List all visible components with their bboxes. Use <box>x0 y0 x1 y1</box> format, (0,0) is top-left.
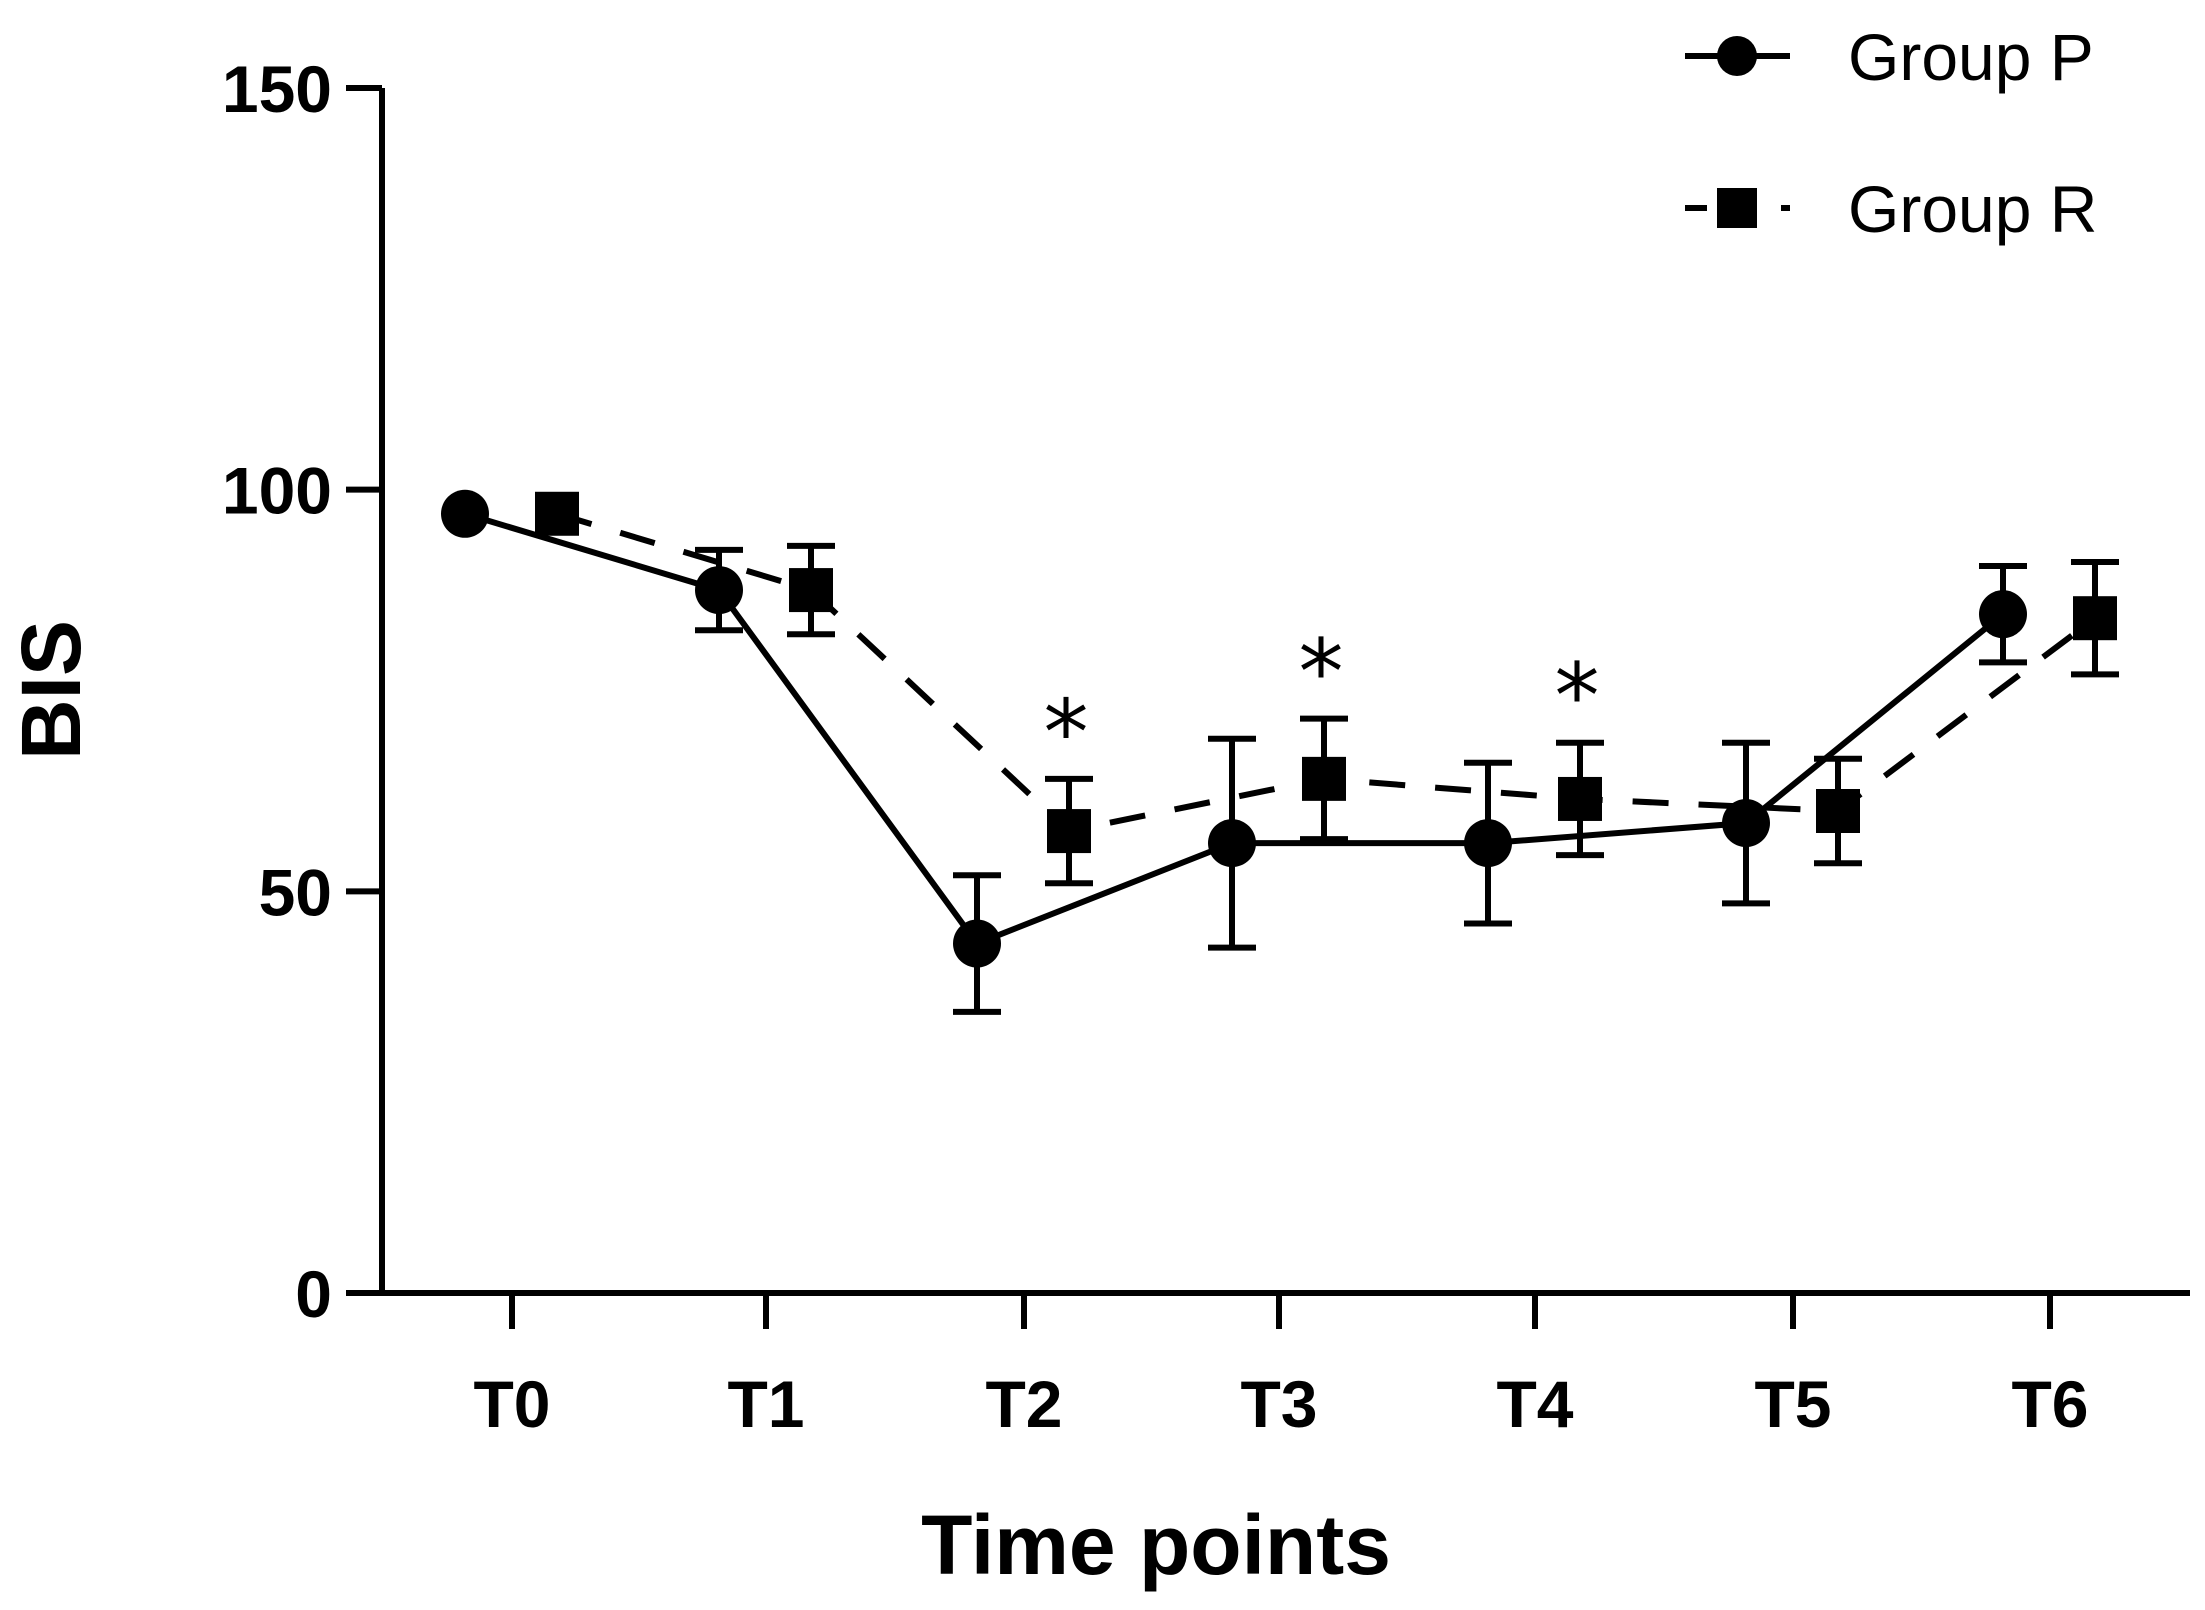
x-tick-label: T5 <box>1754 1367 1831 1441</box>
x-tick-label: T0 <box>473 1367 550 1441</box>
data-point <box>1464 819 1512 868</box>
series-group-r <box>535 491 2119 887</box>
data-point <box>789 568 833 613</box>
x-axis-title: Time points <box>921 1498 1391 1592</box>
legend-swatch-marker <box>1717 188 1757 228</box>
data-point <box>1816 789 1860 833</box>
y-tick-label: 100 <box>222 454 332 528</box>
data-point <box>953 919 1001 968</box>
data-point <box>1047 809 1091 854</box>
axes <box>379 88 2190 1296</box>
x-tick-label: T6 <box>2011 1367 2088 1441</box>
significance-marker: * <box>1555 645 1600 750</box>
x-tick-label: T1 <box>727 1367 804 1441</box>
legend: Group P Group R <box>1685 20 2097 246</box>
annotation-layer: * * * <box>1044 621 1600 786</box>
x-tick-label: T4 <box>1496 1367 1573 1441</box>
data-point <box>1558 776 1602 821</box>
x-ticks: T0 T1 T2 T3 T4 T5 T6 <box>473 1293 2089 1441</box>
legend-item: Group P <box>1685 20 2094 94</box>
y-tick-label: 0 <box>295 1257 332 1331</box>
y-tick-label: 50 <box>259 855 332 929</box>
significance-marker: * <box>1044 681 1089 786</box>
significance-marker: * <box>1299 621 1344 726</box>
x-tick-label: T3 <box>1240 1367 1317 1441</box>
series-layer <box>441 489 2119 1015</box>
legend-swatch-marker <box>1717 36 1757 76</box>
data-point <box>1208 819 1256 868</box>
legend-label: Group P <box>1848 20 2094 94</box>
data-point <box>1302 756 1346 801</box>
data-point <box>1722 799 1770 848</box>
y-ticks: 0 50 100 150 <box>222 52 382 1331</box>
data-point <box>441 489 489 538</box>
x-tick-label: T2 <box>985 1367 1062 1441</box>
y-axis-title: BIS <box>4 620 98 760</box>
legend-label: Group R <box>1848 172 2097 246</box>
data-point <box>535 491 579 536</box>
legend-item: Group R <box>1685 172 2097 246</box>
y-tick-label: 150 <box>222 52 332 126</box>
series-group-p <box>441 489 2027 1015</box>
data-point <box>1979 590 2027 639</box>
data-point <box>695 566 743 615</box>
data-point <box>2073 596 2117 641</box>
